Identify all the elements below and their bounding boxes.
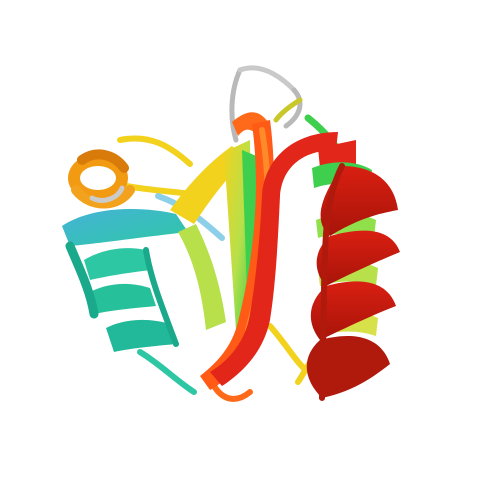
orange-helix (68, 149, 135, 209)
left-helix (62, 209, 188, 352)
red-strand (210, 132, 356, 386)
right-helix (306, 162, 400, 401)
